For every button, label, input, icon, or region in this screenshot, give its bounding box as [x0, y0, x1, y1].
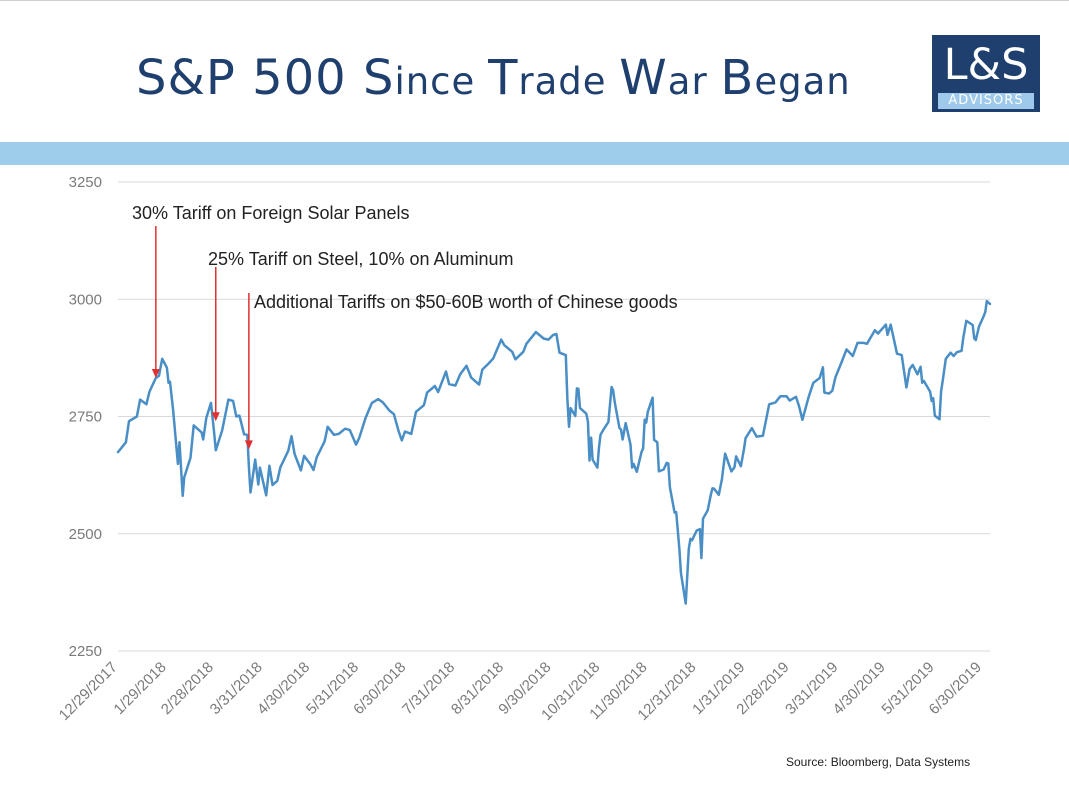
x-axis-ticks: 12/29/20171/29/20182/28/20183/31/20184/3… — [56, 659, 985, 724]
title-part: B — [720, 50, 755, 106]
y-tick-label: 3000 — [69, 291, 102, 308]
title-part: ince — [394, 60, 489, 103]
y-tick-label: 2500 — [69, 526, 102, 543]
y-tick-label: 2250 — [69, 643, 102, 660]
y-tick-label: 3250 — [69, 174, 102, 191]
series-line — [116, 299, 992, 605]
x-tick-label: 4/30/2018 — [254, 659, 313, 718]
source-note: Source: Bloomberg, Data Systems — [786, 755, 971, 769]
title-part: S — [362, 50, 395, 106]
title-part: ar — [667, 60, 721, 103]
title-part: T — [488, 50, 519, 106]
logo-subtext: ADVISORS — [938, 93, 1034, 109]
annotation-label: 30% Tariff on Foreign Solar Panels — [132, 203, 410, 223]
x-tick-label: 2/28/2018 — [158, 659, 217, 718]
page-title: S&P 500 Since Trade War Began — [136, 50, 851, 106]
top-divider — [0, 0, 1069, 1]
title-part: S&P 500 — [136, 50, 363, 106]
title-part: W — [619, 50, 668, 106]
logo-text: L&S — [943, 40, 1029, 90]
y-tick-label: 2750 — [69, 409, 102, 426]
company-logo: L&S ADVISORS — [932, 35, 1040, 112]
arrow-head — [151, 369, 160, 379]
x-tick-label: 6/30/2019 — [926, 659, 985, 718]
y-axis-ticks: 3250 3000 2750 2500 2250 — [69, 174, 102, 660]
title-part: rade — [518, 60, 620, 103]
x-tick-label: 4/30/2019 — [830, 659, 889, 718]
title-part: egan — [754, 60, 851, 103]
annotations: 30% Tariff on Foreign Solar Panels 25% Ta… — [132, 203, 678, 450]
gridlines — [118, 181, 990, 652]
annotation-label: Additional Tariffs on $50-60B worth of C… — [254, 292, 678, 312]
x-tick-label: 12/29/2017 — [56, 659, 121, 724]
header-band — [0, 142, 1069, 165]
arrow-head — [211, 412, 220, 422]
x-tick-label: 6/30/2018 — [350, 659, 409, 718]
annotation-label: 25% Tariff on Steel, 10% on Aluminum — [208, 249, 514, 269]
series — [116, 299, 992, 605]
arrow-head — [244, 440, 253, 450]
x-tick-label: 7/31/2018 — [399, 659, 458, 718]
